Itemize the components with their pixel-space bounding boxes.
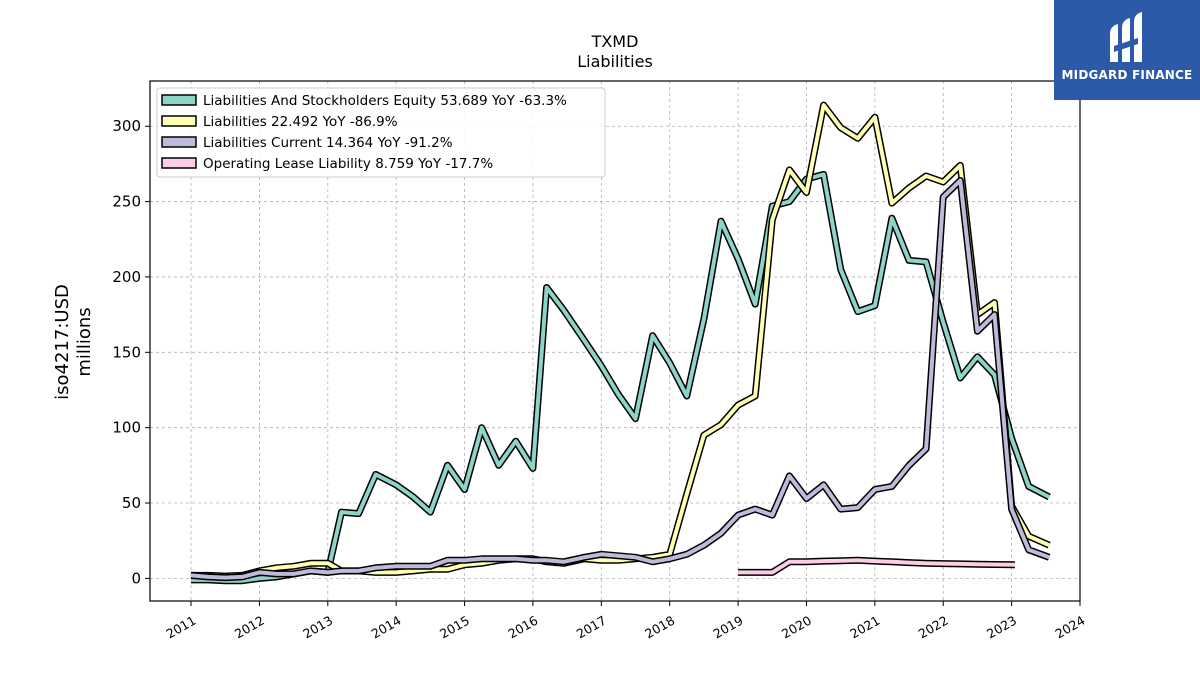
x-tick-label: 2016 (505, 613, 540, 642)
midgard-finance-logo-icon (1110, 12, 1142, 62)
legend-box (156, 87, 606, 178)
x-tick-label: 2022 (916, 613, 951, 642)
y-tick-label: 200 (112, 268, 141, 286)
x-tick-label: 2013 (300, 613, 335, 642)
series-line-outline (190, 177, 1051, 582)
legend-entry: Operating Lease Liability 8.759 YoY -17.… (203, 156, 493, 172)
x-tick-label: 2020 (779, 613, 814, 642)
plot-frame (149, 80, 1081, 602)
legend-swatch (161, 157, 197, 169)
x-tick-label: 2018 (642, 613, 677, 642)
series-line (738, 558, 1016, 575)
logo-text: MIDGARD FINANCE (1061, 68, 1193, 82)
legend-swatch (161, 136, 197, 148)
x-tick-label: 2023 (984, 613, 1019, 642)
series-line (191, 103, 1051, 579)
y-tick-label: 100 (112, 419, 141, 437)
x-tick-label: 2014 (369, 613, 404, 642)
x-tick-label: 2021 (847, 613, 882, 642)
y-tick-label: 0 (131, 569, 141, 587)
legend-swatch (161, 94, 197, 106)
legend-entry: Liabilities 22.492 YoY -86.9% (203, 114, 398, 130)
x-tick-label: 2015 (437, 613, 472, 642)
y-axis-label-line1: iso4217:USD (52, 284, 73, 400)
series-line (191, 172, 1051, 583)
chart-title: TXMD (591, 32, 639, 51)
y-tick-label: 150 (112, 343, 141, 361)
y-tick-label: 250 (112, 193, 141, 211)
series-line (190, 178, 1050, 580)
x-tick-label: 2017 (574, 613, 609, 642)
y-tick-label: 300 (112, 117, 141, 135)
chart-subtitle: Liabilities (577, 52, 653, 71)
midgard-finance-logo: MIDGARD FINANCE (1054, 0, 1200, 100)
legend-swatch (161, 115, 197, 127)
y-axis-label-line2: millions (74, 307, 95, 376)
y-tick-label: 50 (122, 494, 141, 512)
y-axis-label: iso4217:USD millions (52, 284, 95, 400)
x-tick-label: 2019 (711, 613, 746, 642)
x-tick-label: 2024 (1052, 613, 1087, 642)
series-line-outline (191, 170, 1051, 585)
legend: Liabilities And Stockholders Equity 53.6… (156, 87, 606, 178)
legend-entry: Liabilities And Stockholders Equity 53.6… (203, 93, 567, 109)
series-layer (190, 101, 1051, 585)
x-tick-label: 2012 (232, 613, 267, 642)
legend-entry: Liabilities Current 14.364 YoY -91.2% (203, 135, 453, 151)
x-tick-label: 2011 (163, 613, 198, 642)
